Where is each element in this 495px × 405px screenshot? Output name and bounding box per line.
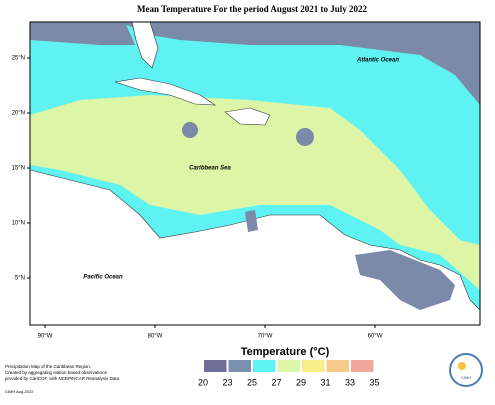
legend-swatch: [253, 360, 276, 372]
logo-sun: [458, 362, 466, 370]
legend-swatch: [351, 360, 374, 372]
ocean-label: Pacific Ocean: [83, 275, 123, 281]
map-frame: [29, 21, 481, 326]
lat-tick-label: 25°N: [12, 56, 25, 62]
guiana-cool: [355, 250, 455, 310]
puerto-rico-cool: [296, 128, 314, 146]
maracaibo-cool: [245, 210, 258, 232]
legend-title: Temperature (°C): [241, 346, 330, 358]
jamaica-cool: [182, 122, 198, 138]
title: Mean Temperature For the period August 2…: [137, 4, 367, 14]
warm-band: [30, 95, 480, 290]
legend-tick-label: 27: [271, 377, 281, 387]
logo: [449, 353, 483, 387]
legend-swatch: [277, 360, 300, 372]
logo-text: CIMH: [461, 375, 471, 380]
lon-tick-label: 60°W: [368, 334, 383, 340]
footer-line: Created by aggregating station based obs…: [5, 370, 108, 375]
lat-tick-label: 5°N: [15, 276, 25, 282]
sea-label: Caribbean Sea: [189, 166, 231, 172]
mainland: [29, 169, 481, 326]
legend-swatch: [326, 360, 349, 372]
legend-swatch: [302, 360, 325, 372]
footer-line: provided by CariCOF, with NCEP/NCAR Rean…: [5, 376, 120, 381]
lon-tick-label: 80°W: [148, 334, 163, 340]
ocean-label: Atlantic Ocean: [356, 58, 399, 64]
credit: CIMH Aug-2022: [5, 389, 34, 394]
legend-tick-label: 35: [369, 377, 379, 387]
legend-tick-label: 33: [345, 377, 355, 387]
lon-tick-label: 70°W: [258, 334, 273, 340]
legend-tick-label: 29: [296, 377, 306, 387]
legend-tick-label: 31: [320, 377, 330, 387]
atlantic-region: [120, 22, 480, 105]
gulf-region: [30, 22, 135, 45]
legend-swatch: [204, 360, 227, 372]
lat-tick-label: 15°N: [12, 166, 25, 172]
legend-tick-label: 23: [222, 377, 232, 387]
hispaniola: [224, 107, 271, 126]
lon-tick-label: 90°W: [38, 334, 53, 340]
footer-line: Precipitation Map of the Caribbean Regio…: [5, 364, 91, 369]
legend-tick-label: 25: [247, 377, 257, 387]
legend-swatch: [228, 360, 251, 372]
lat-tick-label: 10°N: [12, 221, 25, 227]
legend-tick-label: 20: [198, 377, 208, 387]
cuba: [114, 77, 217, 106]
lat-tick-label: 20°N: [12, 111, 25, 117]
